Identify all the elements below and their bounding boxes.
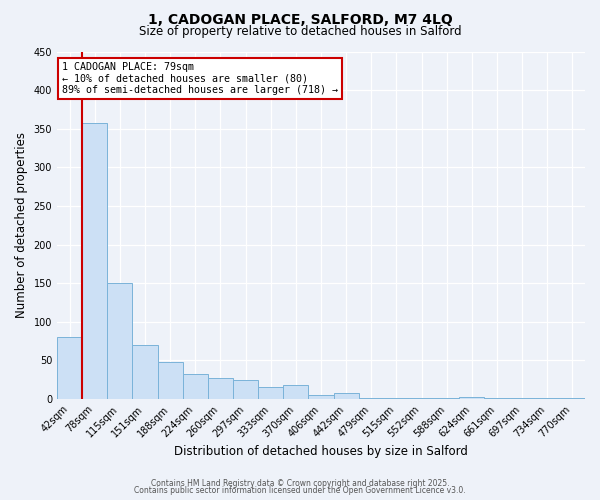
- Bar: [334, 393, 359, 399]
- Bar: [308, 395, 334, 399]
- Bar: [133, 345, 158, 399]
- Bar: [409, 398, 434, 399]
- Bar: [459, 397, 484, 399]
- Bar: [57, 338, 82, 399]
- Text: 1, CADOGAN PLACE, SALFORD, M7 4LQ: 1, CADOGAN PLACE, SALFORD, M7 4LQ: [148, 12, 452, 26]
- Bar: [233, 380, 258, 399]
- Bar: [560, 398, 585, 399]
- Text: Contains public sector information licensed under the Open Government Licence v3: Contains public sector information licen…: [134, 486, 466, 495]
- Text: Contains HM Land Registry data © Crown copyright and database right 2025.: Contains HM Land Registry data © Crown c…: [151, 478, 449, 488]
- Bar: [107, 283, 133, 399]
- Bar: [82, 122, 107, 399]
- X-axis label: Distribution of detached houses by size in Salford: Distribution of detached houses by size …: [174, 444, 468, 458]
- Bar: [158, 362, 183, 399]
- Bar: [208, 378, 233, 399]
- Bar: [434, 398, 459, 399]
- Bar: [484, 398, 509, 399]
- Text: 1 CADOGAN PLACE: 79sqm
← 10% of detached houses are smaller (80)
89% of semi-det: 1 CADOGAN PLACE: 79sqm ← 10% of detached…: [62, 62, 338, 95]
- Bar: [384, 398, 409, 399]
- Bar: [509, 398, 535, 399]
- Text: Size of property relative to detached houses in Salford: Size of property relative to detached ho…: [139, 25, 461, 38]
- Bar: [535, 398, 560, 399]
- Bar: [258, 388, 283, 399]
- Bar: [283, 385, 308, 399]
- Bar: [183, 374, 208, 399]
- Y-axis label: Number of detached properties: Number of detached properties: [15, 132, 28, 318]
- Bar: [359, 398, 384, 399]
